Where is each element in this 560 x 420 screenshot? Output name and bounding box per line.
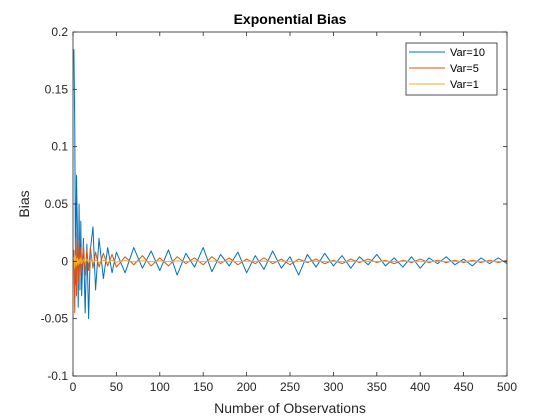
x-axis-label: Number of Observations	[214, 400, 366, 416]
x-tick-label: 200	[237, 380, 257, 394]
y-tick-label: 0.15	[45, 82, 69, 96]
ticks-layer: 0 50 100 150 200 250 300 350 400 450 500 -0.1 -0.05 0…	[41, 25, 518, 394]
y-tick-label: 0	[61, 254, 68, 268]
legend-label-2: Var=5	[450, 63, 479, 75]
x-tick-label: 350	[367, 380, 387, 394]
x-tick-label: 150	[193, 380, 213, 394]
series-layer	[73, 49, 508, 320]
x-tick-label: 500	[497, 380, 517, 394]
series-line-1	[73, 49, 508, 320]
y-tick-label: 0.2	[51, 25, 68, 39]
series-line-3	[73, 255, 508, 269]
y-axis-label: Bias	[16, 190, 32, 217]
y-tick-label: -0.05	[41, 312, 69, 326]
y-tick-label: 0.1	[51, 140, 68, 154]
x-tick-label: 250	[280, 380, 300, 394]
y-tick-label: -0.1	[47, 369, 68, 383]
legend-label-1: Var=10	[450, 47, 485, 59]
y-tick-label: 0.05	[45, 197, 69, 211]
legend-label-3: Var=1	[450, 79, 479, 91]
legend: Var=10 Var=5 Var=1	[405, 42, 498, 96]
x-tick-label: 300	[323, 380, 343, 394]
chart-title: Exponential Bias	[234, 11, 347, 27]
x-tick-label: 50	[110, 380, 124, 394]
x-tick-label: 0	[70, 380, 77, 394]
x-tick-label: 450	[454, 380, 474, 394]
series-line-2	[73, 232, 508, 314]
x-tick-label: 400	[410, 380, 430, 394]
x-tick-label: 100	[150, 380, 170, 394]
